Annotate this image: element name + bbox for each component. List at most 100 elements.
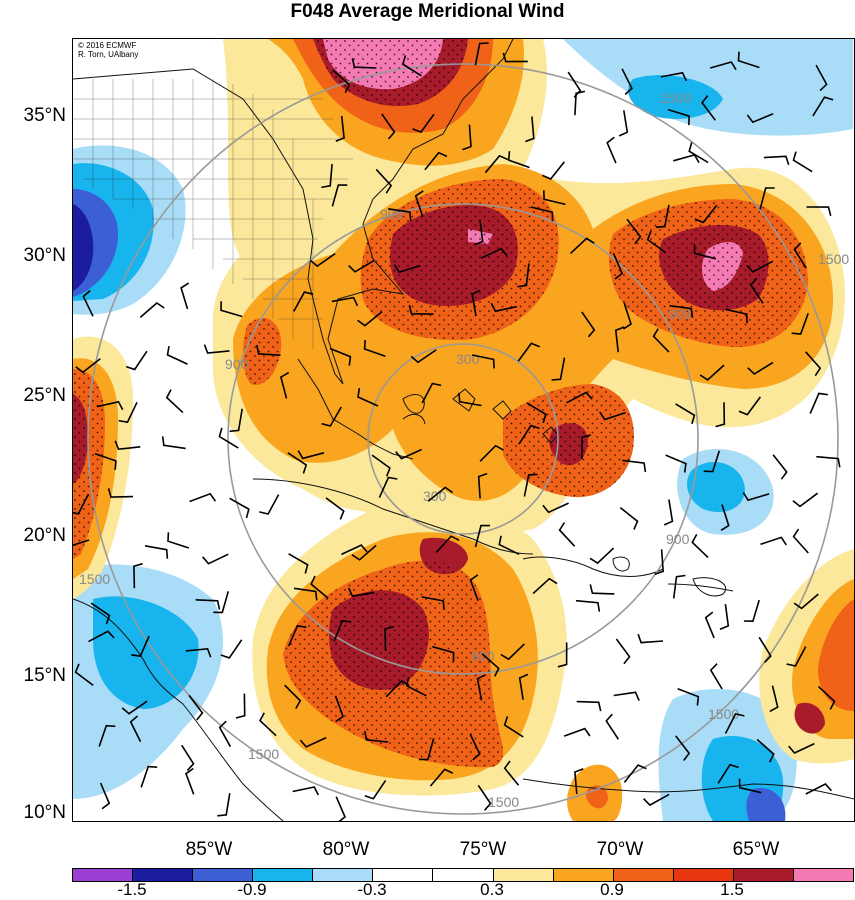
- ring-label: 900: [380, 206, 404, 222]
- colorbar-swatch: [613, 869, 674, 881]
- distance-rings: [87, 63, 839, 815]
- wind-barb: [384, 625, 395, 652]
- wind-barb: [805, 783, 832, 795]
- wind-barb: [815, 64, 828, 92]
- wind-barb: [421, 596, 445, 610]
- wind-barb: [615, 638, 631, 665]
- wind-barb: [738, 396, 762, 416]
- wind-barb: [321, 406, 342, 427]
- ring-label: 1500: [248, 746, 279, 762]
- lon-label: 85°W: [185, 839, 233, 860]
- wind-barb: [188, 694, 204, 721]
- wind-barb: [220, 301, 243, 318]
- ring-label: 1500: [708, 706, 739, 722]
- wind-barb: [107, 488, 134, 498]
- wind-barb: [335, 115, 345, 142]
- wind-barb: [589, 584, 615, 595]
- wind-barb: [229, 497, 250, 519]
- credit-line-2: R. Torn, UAlbany: [78, 49, 139, 59]
- wind-barb: [284, 684, 302, 709]
- wind-barb: [701, 95, 717, 121]
- wind-barb: [387, 208, 412, 222]
- wind-barb: [792, 528, 809, 554]
- wind-barb: [551, 357, 566, 381]
- wind-barb: [220, 639, 243, 659]
- wind-barb: [619, 506, 639, 530]
- wind-barb: [809, 392, 828, 414]
- wind-barb: [88, 630, 115, 643]
- wind-barb: [720, 504, 730, 531]
- wind-barb: [144, 545, 169, 559]
- colorbar-swatch: [433, 869, 494, 881]
- wind-barb: [719, 603, 730, 631]
- wind-barb: [474, 42, 489, 66]
- map-panel[interactable]: 300 300 900 900 900 900 900 1500 1500 15…: [72, 38, 855, 822]
- wind-barb: [364, 730, 389, 743]
- wind-barb: [82, 289, 94, 317]
- wind-barb: [518, 673, 529, 700]
- wind-barb: [471, 289, 481, 317]
- lat-label: 15°N: [23, 665, 66, 686]
- wind-barb: [357, 387, 379, 407]
- ring-label: 900: [668, 306, 692, 322]
- wind-barb: [574, 90, 586, 116]
- wind-barb: [746, 260, 773, 273]
- wind-barb: [94, 452, 117, 470]
- wind-barb: [525, 116, 535, 143]
- colorbar-swatch: [793, 869, 854, 881]
- wind-barb: [427, 486, 454, 502]
- wind-barb: [704, 611, 715, 639]
- wind-barb: [652, 328, 670, 353]
- wind-barb: [167, 532, 190, 549]
- wind-barb: [401, 55, 422, 77]
- wind-barb: [693, 244, 717, 260]
- wind-barb: [763, 155, 790, 166]
- ring-label: 300: [456, 351, 480, 367]
- wind-barb: [363, 339, 386, 357]
- wind-barb: [792, 492, 819, 508]
- wind-barb: [259, 712, 277, 737]
- wind-barb: [395, 448, 422, 460]
- wind-barb: [672, 574, 686, 599]
- wind-barb: [542, 502, 569, 514]
- wind-barb: [646, 230, 666, 254]
- wind-barb: [772, 454, 788, 480]
- wind-barb: [575, 599, 601, 612]
- wind-barb: [738, 778, 762, 794]
- wind-barb: [334, 695, 344, 723]
- lat-label: 30°N: [23, 245, 66, 266]
- wind-barb: [542, 161, 566, 180]
- wind-barb: [217, 793, 231, 817]
- wind-barb: [490, 302, 518, 313]
- wind-barb: [622, 302, 632, 330]
- wind-barb: [660, 71, 688, 82]
- wind-barb: [462, 124, 472, 151]
- wind-barb: [709, 61, 737, 71]
- wind-barb: [637, 633, 664, 644]
- wind-barb: [563, 727, 591, 737]
- wind-barb: [613, 691, 640, 701]
- wind-barb: [229, 408, 243, 433]
- wind-barb: [189, 492, 217, 503]
- wind-barb: [530, 206, 554, 222]
- wind-barb: [675, 403, 696, 425]
- wind-barb: [621, 68, 633, 95]
- colorbar-label: -0.3: [357, 880, 387, 899]
- wind-barb: [347, 587, 375, 597]
- wind-barb: [759, 187, 775, 210]
- wind-barb: [325, 497, 345, 520]
- wind-barb: [517, 263, 530, 288]
- wind-barb: [139, 301, 165, 319]
- wind-barb: [329, 347, 352, 366]
- wind-barb: [791, 313, 809, 335]
- map-canvas: 300 300 900 900 900 900 900 1500 1500 15…: [73, 39, 854, 821]
- colorbar-swatch: [733, 869, 794, 881]
- wind-barb: [665, 454, 687, 473]
- wind-barb: [331, 296, 359, 307]
- wind-barb: [518, 424, 540, 445]
- wind-barb: [612, 252, 624, 280]
- wind-barb: [293, 587, 318, 601]
- wind-barb: [292, 786, 320, 796]
- wind-barb: [203, 344, 230, 354]
- wind-barb: [667, 108, 690, 126]
